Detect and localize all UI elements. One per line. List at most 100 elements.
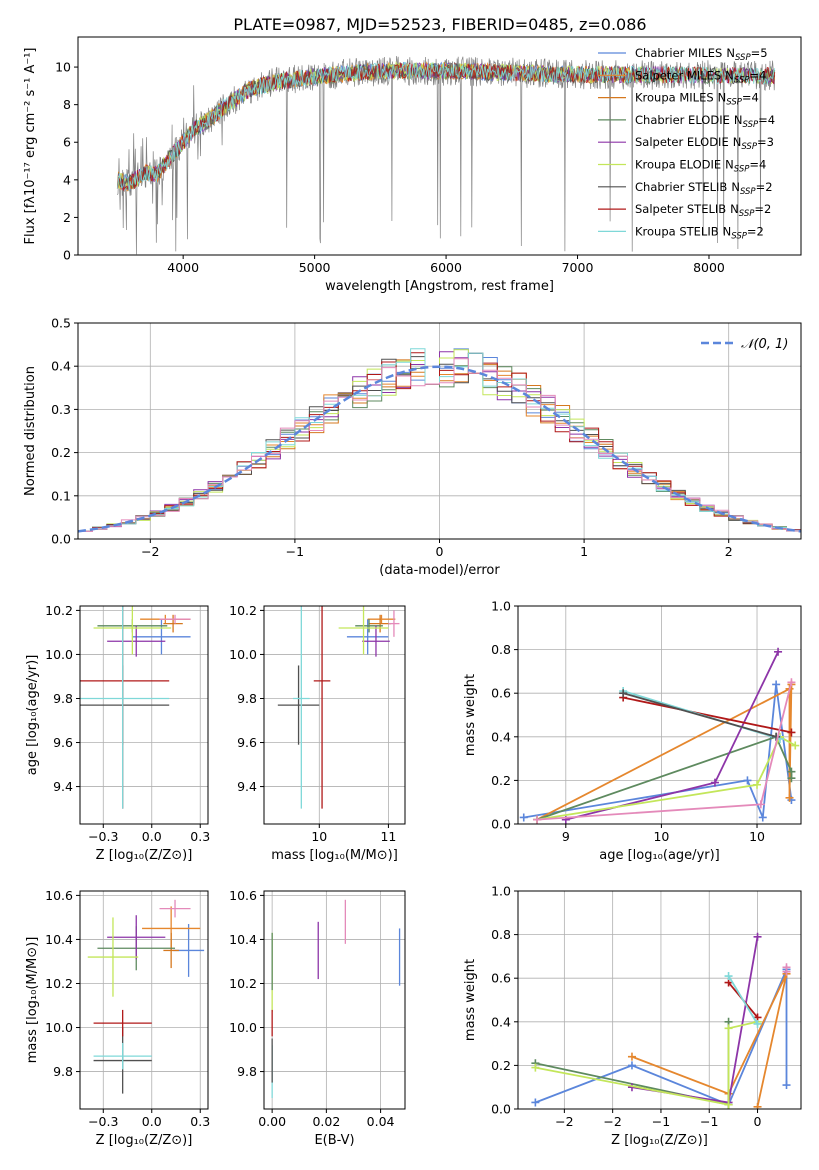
legend-n-prefix: N [733, 135, 742, 149]
age-vs-mass-ytick-label: 10.0 [229, 647, 257, 662]
age-vs-Z-ytick-label: 9.4 [53, 779, 73, 794]
legend-eq: = [749, 68, 759, 82]
weight-vs-age-frame [517, 605, 802, 825]
mass-vs-Z-ytick-label: 9.8 [53, 1064, 73, 1079]
weight-vs-age-ytick-label: 0.6 [491, 686, 511, 701]
weight-point-marker [627, 1052, 636, 1061]
model-spectrum [116, 61, 776, 192]
weight-point-marker [531, 1063, 540, 1072]
weight-vs-age-ytick-label: 0.8 [491, 642, 511, 657]
weight-point-marker [772, 680, 781, 689]
mass-vs-ebv-ytick-label: 10.2 [229, 976, 257, 991]
weight-point-marker [531, 1098, 540, 1107]
mass-vs-ebv-xtick-label: 0.04 [367, 1114, 395, 1129]
weight-vs-age-grid [518, 605, 801, 825]
weight-series-line [536, 735, 793, 821]
age-vs-mass-ytick-label: 10.2 [229, 603, 257, 618]
legend-n: 4 [768, 113, 775, 127]
legend-n: 3 [767, 135, 774, 149]
weight-vs-age-ytick-label: 1.0 [491, 599, 511, 614]
legend-eq: = [758, 113, 768, 127]
weight-point-marker [782, 1081, 791, 1090]
residuals-frame [77, 322, 802, 540]
weight-vs-Z-ytick-label: 0.6 [491, 971, 511, 986]
weight-vs-age-ytick-label: 0.0 [491, 817, 511, 832]
age-vs-mass-plot-area [277, 606, 400, 809]
legend-model: Salpeter ELODIE [635, 135, 729, 149]
age-vs-mass-panel: 10 11 9.4 9.6 9.8 10.0 10.2 mass [log₁₀(M/M⊙)] [229, 603, 406, 863]
residuals-ytick-label: 0.3 [51, 402, 71, 417]
weight-point-marker [753, 932, 762, 941]
weight-vs-Z-xtick-label: −1 [652, 1114, 670, 1129]
weight-vs-age-panel: 9 10 10 0.0 0.2 0.4 0.6 0.8 1.0 age [log₁₀(age/yr… [463, 599, 802, 863]
age-vs-mass-xtick-label: 10 [311, 829, 327, 844]
legend-n-prefix: N [730, 202, 739, 216]
spectrum-xtick-label: 5000 [299, 260, 331, 275]
legend-eq: = [742, 91, 752, 105]
residuals-xtick-label: 0 [436, 544, 444, 559]
weight-point-marker [519, 813, 528, 822]
weight-series-line [536, 735, 796, 821]
age-vs-Z-grid [80, 606, 208, 824]
mass-vs-ebv-ytick-label: 10.4 [229, 932, 257, 947]
age-vs-mass-xtick-label: 11 [380, 829, 396, 844]
weight-series-line [623, 696, 792, 734]
mass-vs-ebv-xtick-label: 0.00 [258, 1114, 286, 1129]
residuals-ytick-label: 0.0 [51, 532, 71, 547]
weight-vs-age-ytick-label: 0.4 [491, 729, 511, 744]
legend-n-prefix: N [718, 91, 727, 105]
spectrum-xtick-label: 6000 [430, 260, 462, 275]
legend-n-sub: SSP [742, 120, 758, 130]
weight-vs-age-ytick-label: 0.2 [491, 773, 511, 788]
age-vs-Z-xtick-label: −0.3 [88, 829, 118, 844]
residuals-xlabel: (data-model)/error [379, 563, 500, 578]
spectrum-xlabel: wavelength [Angstrom, rest frame] [325, 279, 554, 294]
weight-point-marker [774, 647, 783, 656]
legend-model: Kroupa ELODIE [635, 158, 721, 172]
legend-n-prefix: N [725, 68, 734, 82]
weight-point-marker [753, 1102, 762, 1109]
residuals-plot-area [78, 348, 801, 533]
weight-point-marker [791, 741, 800, 750]
weight-series-line [727, 975, 759, 1025]
legend-n-sub: SSP [734, 165, 750, 175]
legend-eq: = [756, 180, 766, 194]
legend-n: 4 [759, 68, 766, 82]
normal-reference-curve [78, 365, 801, 533]
spectrum-panel: 4000 5000 6000 7000 8000 0 2 4 6 8 10 wavelength [A… [23, 36, 802, 294]
age-vs-Z-ytick-label: 10.0 [45, 647, 73, 662]
weight-series-line [622, 692, 777, 738]
legend-label: Chabrier MILES NSSP=5 [635, 46, 768, 63]
legend-eq: = [754, 202, 764, 216]
legend-model: Chabrier MILES [635, 46, 722, 60]
mass-vs-ebv-ytick-label: 10.6 [229, 888, 257, 903]
legend-eq: = [757, 135, 767, 149]
weight-vs-Z-xtick-label: −2 [603, 1114, 621, 1129]
weight-point-marker [753, 780, 762, 789]
mass-vs-ebv-panel: 0.00 0.02 0.04 9.8 10.0 10.2 10.4 10.6 E(B-V) [229, 888, 406, 1148]
residuals-ylabel: Normed distribution [23, 366, 38, 496]
weight-vs-Z-xtick-label: −2 [555, 1114, 573, 1129]
spectrum-xtick-label: 7000 [562, 260, 594, 275]
weight-vs-Z-frame [517, 890, 802, 1110]
legend-n-sub: SSP [735, 53, 751, 63]
spectrum-xtick-label: 4000 [167, 260, 199, 275]
weight-point-marker [787, 678, 796, 687]
mass-vs-Z-xtick-label: 0.0 [142, 1114, 162, 1129]
weight-series-line [535, 1020, 758, 1106]
legend-model: Kroupa MILES [635, 91, 714, 105]
age-vs-Z-ytick-label: 10.2 [45, 603, 73, 618]
mass-vs-Z-xtick-label: 0.3 [190, 1114, 210, 1129]
weight-vs-Z-xlabel: Z [log₁₀(Z/Z⊙)] [611, 1133, 708, 1148]
weight-vs-Z-xtick-label: 0 [754, 1114, 762, 1129]
legend-model: Salpeter MILES [635, 68, 721, 82]
weight-vs-Z-ylabel: mass weight [463, 959, 478, 1041]
weight-vs-age-plot-area [519, 647, 800, 824]
weight-series-line [631, 973, 788, 1107]
weight-vs-Z-ytick-label: 0.8 [491, 927, 511, 942]
legend-label: Salpeter STELIB NSSP=2 [635, 202, 771, 219]
legend-n-sub: SSP [726, 98, 742, 108]
age-vs-Z-plot-area [80, 606, 191, 809]
weight-point-marker [787, 728, 796, 737]
age-vs-Z-ylabel: age [log₁₀(age/yr)] [25, 655, 40, 776]
